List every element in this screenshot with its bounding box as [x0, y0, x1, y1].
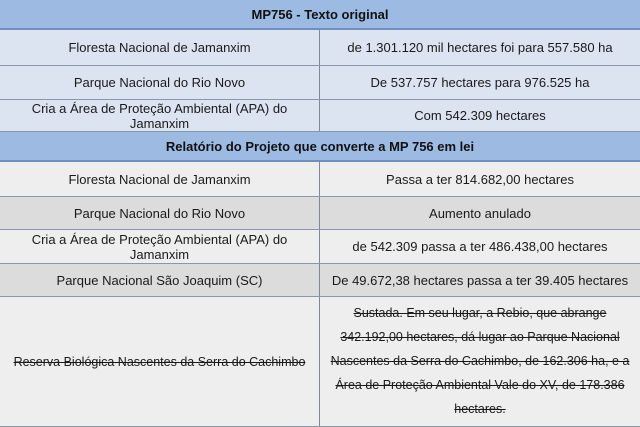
table-row: Parque Nacional São Joaquim (SC) De 49.67…: [0, 264, 640, 297]
table-cell: Parque Nacional São Joaquim (SC): [0, 264, 320, 296]
table-cell: Parque Nacional do Rio Novo: [0, 66, 320, 99]
table-cell: Com 542.309 hectares: [414, 108, 546, 123]
table-cell: Aumento anulado: [429, 205, 531, 221]
table-row: Cria a Área de Proteção Ambiental (APA) …: [0, 230, 640, 264]
section: Relatório do Projeto que converte a MP 7…: [0, 132, 640, 427]
table-cell: Cria a Área de Proteção Ambiental (APA) …: [0, 100, 320, 131]
table-cell: Sustada. Em seu lugar, a Rebio, que abra…: [330, 306, 630, 416]
table-cell: Floresta Nacional de Jamanxim: [0, 162, 320, 196]
table-row: Cria a Área de Proteção Ambiental (APA) …: [0, 100, 640, 132]
table-cell: De 49.672,38 hectares passa a ter 39.405…: [331, 272, 629, 288]
table-row: Floresta Nacional de Jamanxim de 1.301.12…: [0, 30, 640, 66]
section: MP756 - Texto original Floresta Nacional …: [0, 0, 640, 132]
table-cell: Parque Nacional do Rio Novo: [0, 197, 320, 229]
table-cell: Cria a Área de Proteção Ambiental (APA) …: [0, 230, 320, 263]
section-title: Relatório do Projeto que converte a MP 7…: [0, 132, 640, 162]
table-cell: Reserva Biológica Nascentes da Serra do …: [0, 297, 320, 426]
table-row: Reserva Biológica Nascentes da Serra do …: [0, 297, 640, 427]
table-row: Parque Nacional do Rio Novo Aumento anula…: [0, 197, 640, 230]
table-row: Floresta Nacional de Jamanxim Passa a ter…: [0, 162, 640, 197]
table-cell: de 1.301.120 mil hectares foi para 557.5…: [347, 40, 613, 55]
table-cell: Passa a ter 814.682,00 hectares: [386, 171, 574, 187]
table-cell: de 542.309 passa a ter 486.438,00 hectar…: [352, 239, 608, 254]
section-title: MP756 - Texto original: [0, 0, 640, 30]
table-cell: De 537.757 hectares para 976.525 ha: [370, 75, 590, 90]
table-row: Parque Nacional do Rio Novo De 537.757 he…: [0, 66, 640, 100]
table-cell: Floresta Nacional de Jamanxim: [0, 30, 320, 65]
